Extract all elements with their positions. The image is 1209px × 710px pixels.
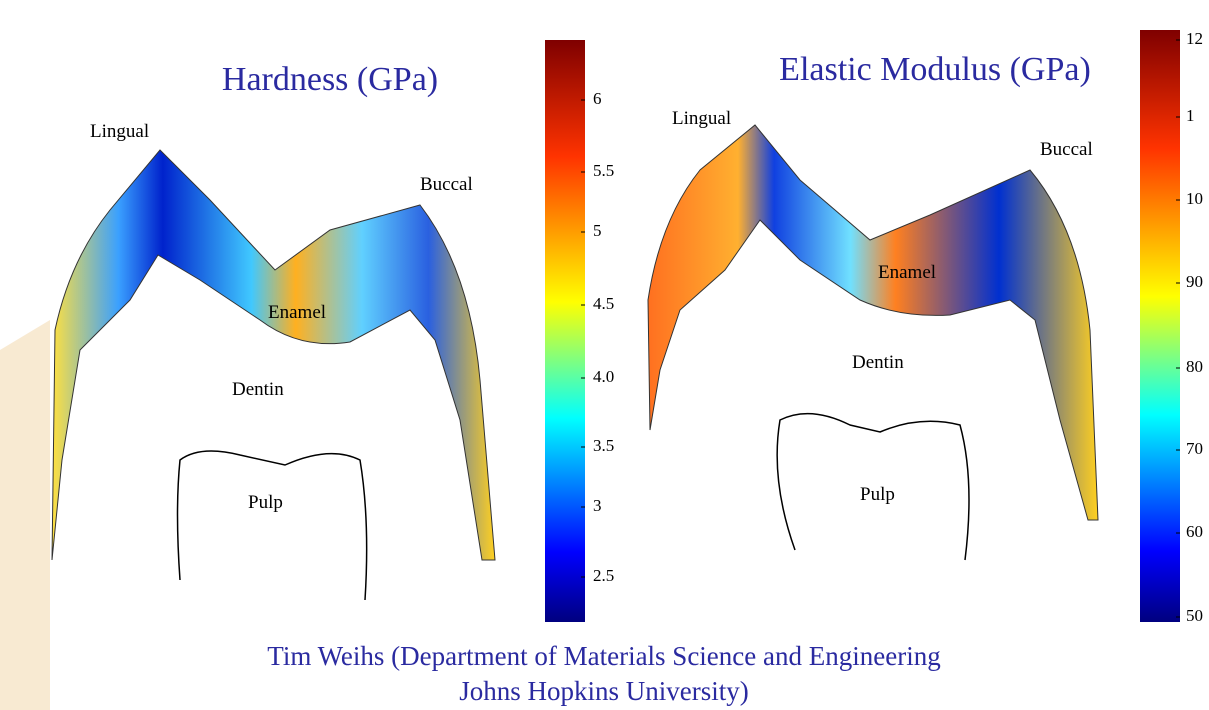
region-label: Pulp [860, 484, 895, 505]
colorbar-tick-label: 1 [1186, 106, 1195, 125]
footer-line: Tim Weihs (Department of Materials Scien… [267, 641, 940, 671]
region-label: Buccal [1040, 139, 1093, 160]
colorbar-tick-label: 90 [1186, 272, 1203, 291]
colorbar-tick-label: 80 [1186, 357, 1203, 376]
region-label: Lingual [672, 108, 731, 129]
colorbar-tick-label: 5.5 [593, 161, 614, 180]
region-label: Enamel [268, 302, 326, 323]
colorbar-tick-label: 4.0 [593, 367, 614, 386]
colorbar-tick-label: 2.5 [593, 566, 614, 585]
colorbar-tick-label: 12 [1186, 29, 1203, 48]
colorbar-tick-label: 6 [593, 89, 602, 108]
colorbar-tick-label: 70 [1186, 439, 1203, 458]
colorbar-tick-label: 5 [593, 221, 602, 240]
region-label: Enamel [878, 262, 936, 283]
panel-title: Elastic Modulus (GPa) [779, 51, 1091, 88]
colorbar-tick-label: 10 [1186, 189, 1203, 208]
pulp-outline [776, 412, 970, 561]
side-band [0, 320, 50, 710]
colorbar [545, 40, 585, 622]
region-label: Dentin [232, 379, 284, 400]
colorbar-tick-label: 4.5 [593, 294, 614, 313]
region-label: Pulp [248, 492, 283, 513]
region-label: Lingual [90, 121, 149, 142]
colorbar-tick-label: 50 [1186, 606, 1203, 625]
tooth-map [51, 149, 496, 561]
colorbar [1140, 30, 1180, 622]
region-label: Buccal [420, 174, 473, 195]
pulp-outline [176, 450, 368, 601]
footer-line: Johns Hopkins University) [459, 676, 749, 706]
tooth-map [647, 124, 1099, 521]
region-label: Dentin [852, 352, 904, 373]
colorbar-tick-label: 3.5 [593, 436, 614, 455]
colorbar-tick-label: 60 [1186, 522, 1203, 541]
colorbar-tick-label: 3 [593, 496, 602, 515]
panel-title: Hardness (GPa) [222, 61, 438, 98]
